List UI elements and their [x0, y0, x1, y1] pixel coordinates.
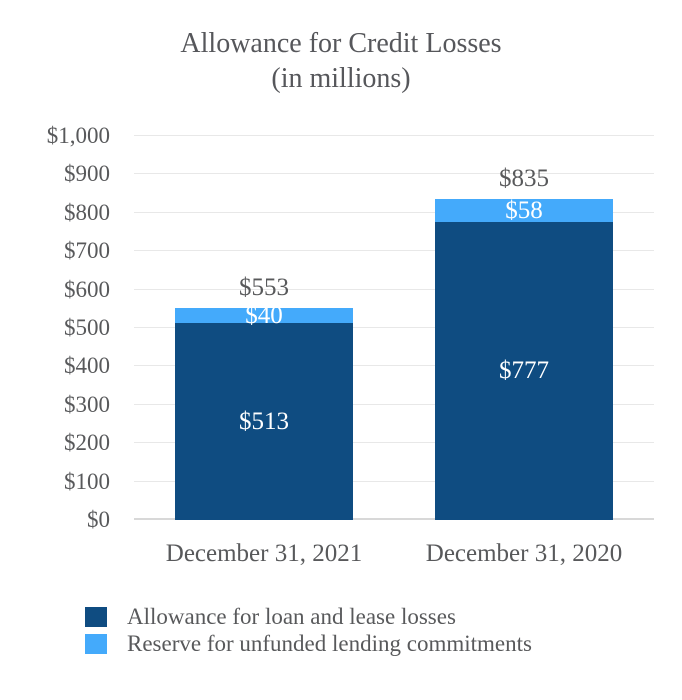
x-category-label: December 31, 2021 — [165, 540, 363, 567]
legend-label-reserve: Reserve for unfunded lending commitments — [127, 631, 532, 656]
x-axis: December 31, 2021 December 31, 2020 — [134, 540, 654, 572]
bar-segment-reserve-1: $58 — [435, 197, 613, 225]
bar-segment-value-label: $513 — [239, 408, 289, 435]
gridline — [134, 211, 654, 213]
bar-total-label: $553 — [239, 273, 289, 301]
y-axis: $0 $100 $200 $300 $400 $500 $600 $700 $800 $900 $1… — [0, 123, 112, 532]
x-axis-baseline — [134, 518, 654, 520]
chart-title: Allowance for Credit Losses (in millions… — [0, 26, 682, 96]
gridline — [134, 403, 654, 405]
legend: Allowance for loan and lease losses Rese… — [85, 604, 532, 660]
y-tick-label: $300 — [64, 391, 110, 417]
y-tick-label: $600 — [64, 276, 110, 302]
bar-segment-reserve-0: $40 — [175, 303, 353, 328]
gridline — [134, 327, 654, 328]
y-tick-label: $500 — [64, 315, 110, 340]
bar-segment-value-label: $58 — [505, 197, 543, 225]
legend-label-allowance: Allowance for loan and lease losses — [127, 604, 456, 629]
gridline — [134, 135, 654, 136]
gridline — [134, 173, 654, 175]
legend-swatch-reserve — [85, 634, 107, 654]
bar-segment-value-label: $40 — [245, 301, 283, 329]
y-tick-label: $100 — [64, 468, 110, 494]
legend-item-reserve: Reserve for unfunded lending commitments — [85, 631, 532, 656]
y-tick-label: $0 — [87, 507, 110, 532]
legend-swatch-allowance — [85, 607, 107, 627]
gridline — [134, 365, 654, 367]
bar-segment-value-label: $777 — [499, 357, 549, 385]
chart-title-line1: Allowance for Credit Losses — [180, 28, 502, 59]
bar-total-label: $835 — [499, 165, 549, 193]
y-tick-label: $1,000 — [46, 123, 110, 148]
y-tick-label: $700 — [64, 238, 110, 264]
gridline — [134, 288, 654, 290]
x-category-label: December 31, 2020 — [425, 540, 623, 567]
legend-item-allowance: Allowance for loan and lease losses — [85, 604, 532, 629]
y-tick-label: $200 — [64, 430, 110, 456]
gridline — [134, 480, 654, 482]
gridline — [134, 442, 654, 444]
y-tick-label: $400 — [64, 353, 110, 379]
plot-area: $513 $40 $553 $777 $58 $835 — [134, 135, 654, 520]
chart-title-line2: (in millions) — [271, 63, 411, 94]
y-tick-label: $800 — [64, 199, 110, 225]
gridline — [134, 250, 654, 252]
bar-segment-allowance-0: $513 — [175, 323, 353, 520]
bar-segment-allowance-1: $777 — [435, 221, 613, 520]
y-tick-label: $900 — [64, 161, 110, 187]
